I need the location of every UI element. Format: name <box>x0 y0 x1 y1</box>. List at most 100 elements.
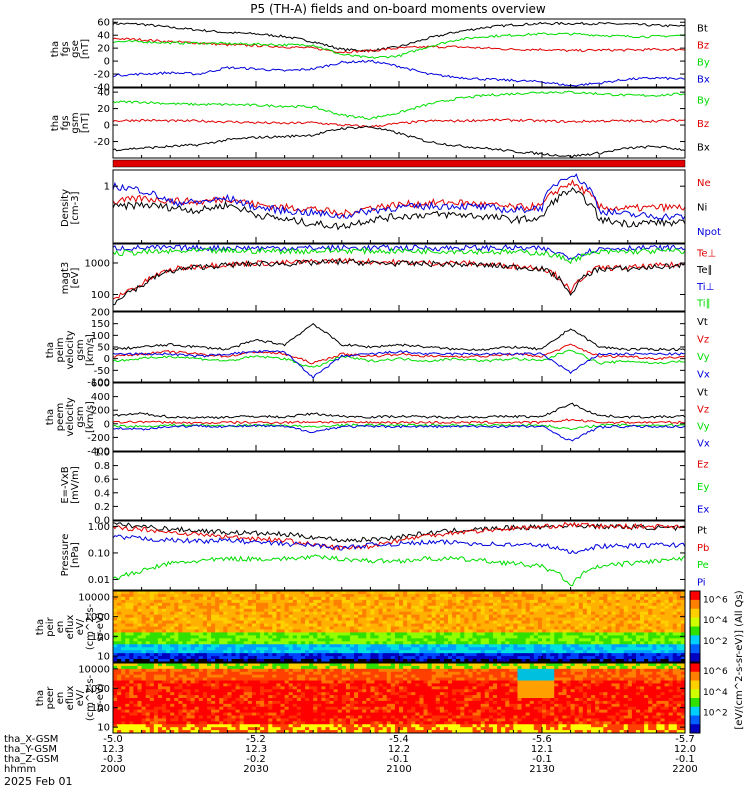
legend-Vy: Vy <box>697 422 710 433</box>
legend-Bx: Bx <box>697 75 710 86</box>
legend-Ti⊥: Ti⊥ <box>696 282 714 293</box>
colorbar-cell <box>690 663 700 673</box>
x-tick-value: -0.1 <box>675 754 695 765</box>
series-By <box>113 90 685 120</box>
legend-Vz: Vz <box>697 405 709 416</box>
x-row-label: hhmm <box>4 764 36 775</box>
colorbar-tick-label: 10^4 <box>703 616 728 626</box>
colorbars: 10^2 10^4 10^6 10^2 10^4 10^6 [eV/(cm^2-s-sr-e… <box>689 590 745 734</box>
y-tick-label: 400 <box>91 392 110 403</box>
panel-fgs_gsm: -20 0 20 40 tha fgs gsm [nT] By Bz Bx <box>50 87 710 159</box>
panel-density: 1 Density [cm-3] Ne Ni Npot <box>60 169 721 244</box>
colorbar-frame <box>689 662 701 734</box>
ylabel-line: fgs <box>60 41 71 56</box>
ylabel-line: peer <box>45 686 56 710</box>
y-tick-label: -200 <box>87 433 110 444</box>
colorbar-cell <box>690 635 700 645</box>
y-tick-label: 100 <box>91 632 110 643</box>
colorbar-title: [eV/(cm^2-s-sr-eV)] (All Qs) <box>734 590 745 729</box>
ylabel-line: tha <box>35 619 46 635</box>
x-row-label: tha_Y-GSM <box>4 744 57 755</box>
panel-efield: 0.0 0.2 0.4 0.6 0.8 1.0 E=-VxB [mV/m] Ez Ey Ex <box>60 448 709 527</box>
colorbar-cell <box>690 591 700 601</box>
density-lines <box>113 173 685 231</box>
y-tick-label: 100 <box>91 290 110 301</box>
x-row-label: tha_X-GSM <box>4 734 58 745</box>
colorbar-cell <box>690 671 700 681</box>
series-Bx <box>113 125 685 158</box>
y-tick-label: 0.8 <box>94 461 110 472</box>
ylabel-line: tha <box>50 41 61 57</box>
x-tick-value: 12.3 <box>245 744 267 755</box>
efield-ylabel: E=-VxB [mV/m] <box>60 466 81 504</box>
x-row-label: tha_Z-GSM <box>4 754 59 765</box>
peer_eflux-spectrogram <box>113 663 685 733</box>
panel-temperature: 100 1000 magt3 [eV] Te⊥ Te∥ Ti⊥ Ti∥ <box>60 243 716 312</box>
x-tick-value: 2200 <box>672 764 697 775</box>
colorbar-frame <box>689 590 701 663</box>
temperature-lines <box>113 244 685 306</box>
colorbar-cell <box>690 706 700 716</box>
ylabel-line: gsm <box>75 339 86 360</box>
x-tick-value: 2130 <box>529 764 554 775</box>
colorbar-cell <box>690 608 700 619</box>
series-Vz <box>113 418 685 425</box>
y-tick-label: -20 <box>94 137 110 148</box>
peim_velocity-ylabel: tha peim velocity gsm [km/s] <box>45 330 96 369</box>
legend-Te∥: Te∥ <box>696 265 713 276</box>
ylabel-line: peir <box>45 616 56 636</box>
fgs_gsm-lines <box>113 90 685 158</box>
y-tick-label: 0 <box>104 419 110 430</box>
legend-Ni: Ni <box>697 203 707 214</box>
ylabel-line: velocity <box>65 397 76 436</box>
series-Ni <box>113 187 685 231</box>
legend-Ez: Ez <box>697 459 709 470</box>
colorbar-cell <box>690 626 700 636</box>
x-tick-value: -0.2 <box>246 754 266 765</box>
pressure-lines <box>113 521 685 587</box>
peem_velocity-ylabel: tha peem velocity gsm [km/s] <box>45 397 96 436</box>
ylabel-line: eV/ <box>75 689 86 706</box>
colorbar-cell <box>690 689 700 699</box>
y-tick-label: 50 <box>97 343 110 354</box>
ylabel-line: gsm <box>70 112 81 133</box>
y-tick-label: 40 <box>97 31 110 42</box>
temperature-ylabel: magt3 [eV] <box>60 262 81 295</box>
series-Ti∥ <box>113 246 685 265</box>
y-tick-label: -100 <box>87 378 110 389</box>
x-axis-annotation: tha_X-GSMtha_Y-GSMtha_Z-GSMhhmm-5.012.3-… <box>4 734 698 775</box>
x-tick-value: 2000 <box>100 764 125 775</box>
y-tick-label: -400 <box>87 447 110 458</box>
x-tick-value: 2030 <box>243 764 268 775</box>
legend-Pb: Pb <box>697 543 709 554</box>
legend-By: By <box>697 58 710 69</box>
colorbar-tick-label: 10^2 <box>703 708 728 718</box>
y-tick-label: 100 <box>91 703 110 714</box>
y-tick-label: 1000 <box>85 258 110 269</box>
legend-Vt: Vt <box>697 317 708 328</box>
series-Ne <box>113 179 685 219</box>
colorbar-label: [eV/(cm^2-s-sr-eV)] (All Qs) <box>734 590 745 729</box>
x-tick-value: -5.4 <box>389 734 409 745</box>
series-Bx <box>113 59 685 87</box>
y-tick-label: -20 <box>94 70 110 81</box>
legend-Vx: Vx <box>697 369 710 380</box>
figure-title: P5 (TH-A) fields and on-board moments ov… <box>250 2 546 16</box>
ylabel-line: (cm^2-s- <box>85 603 96 650</box>
y-tick-label: 200 <box>91 308 110 319</box>
fgs_gse-frame <box>112 18 686 88</box>
ylabel-line: sr-eV) <box>95 683 106 712</box>
colorbar-tick-label: 10^4 <box>703 688 728 698</box>
series-Npot <box>113 173 685 221</box>
series-Te⊥ <box>113 257 685 300</box>
y-tick-label: 0 <box>104 121 110 132</box>
y-tick-label: -40 <box>94 83 110 94</box>
peer_eflux-ylabel: tha peer en eflux eV/(cm^2-s-sr-eV) <box>35 674 106 721</box>
legend-Pi: Pi <box>697 577 706 588</box>
y-tick-label: 600 <box>91 379 110 390</box>
y-tick-label: 20 <box>97 44 110 55</box>
legend-Vx: Vx <box>697 439 710 450</box>
efield-frame <box>112 451 686 521</box>
